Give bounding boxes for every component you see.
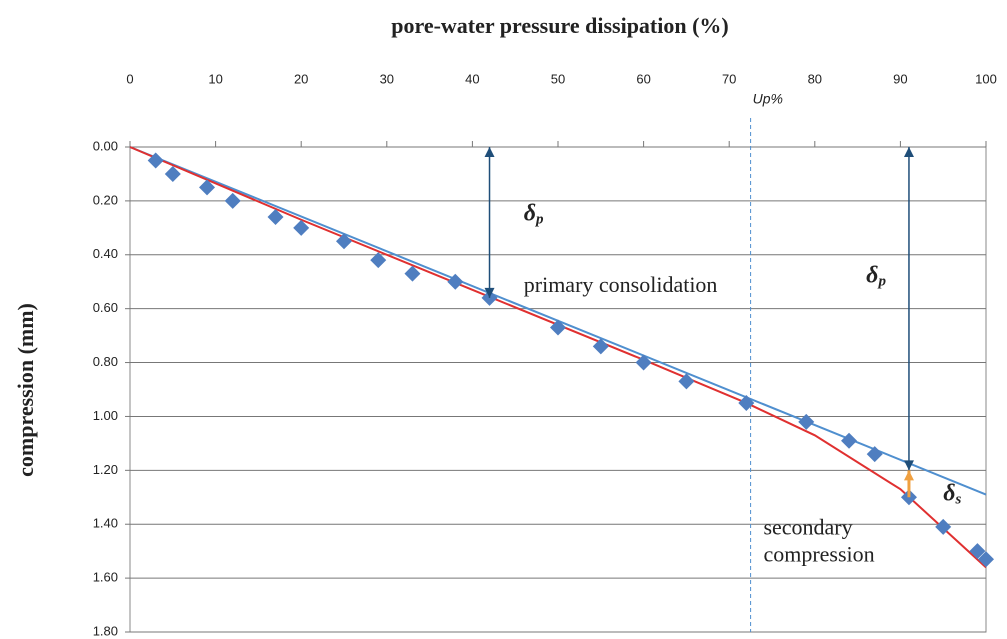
x-tick-label: 40 xyxy=(465,71,479,86)
x-tick-label: 100 xyxy=(975,71,997,86)
data-point xyxy=(798,413,815,430)
chart-title: pore-water pressure dissipation (%) xyxy=(391,13,729,38)
y-tick-label: 0.80 xyxy=(93,354,118,369)
data-point xyxy=(267,209,284,226)
data-point xyxy=(635,354,652,371)
data-point xyxy=(336,233,352,250)
data-point xyxy=(978,551,994,568)
y-tick-label: 1.80 xyxy=(93,623,118,638)
y-tick-label: 1.00 xyxy=(93,408,118,423)
y-tick-label: 1.20 xyxy=(93,462,118,477)
subscript: p xyxy=(534,212,544,228)
data-point xyxy=(678,373,695,390)
annotation: δs xyxy=(943,480,961,508)
annotation: δp xyxy=(866,262,886,290)
y-tick-label: 0.40 xyxy=(93,246,118,261)
annotation: primary consolidation xyxy=(524,272,718,297)
data-point xyxy=(550,319,566,336)
data-point xyxy=(199,179,216,196)
y-tick-label: 1.40 xyxy=(93,516,118,531)
x-tick-label: 50 xyxy=(551,71,565,86)
arrow-head xyxy=(903,460,914,471)
subscript: s xyxy=(954,492,961,508)
symbol: δ xyxy=(943,480,955,506)
arrow-head xyxy=(903,147,914,157)
annotation: secondary xyxy=(763,515,852,540)
arrow-head xyxy=(903,470,914,481)
symbol: δ xyxy=(866,262,878,288)
x-tick-label: 30 xyxy=(380,71,394,86)
data-point xyxy=(164,165,181,182)
x-tick-label: 10 xyxy=(208,71,222,86)
data-point xyxy=(866,446,883,463)
y-tick-label: 0.00 xyxy=(93,138,118,153)
y-axis-label: compression (mm) xyxy=(13,303,38,477)
data-point xyxy=(404,265,421,282)
data-point xyxy=(969,543,986,560)
x-tick-label: 80 xyxy=(808,71,822,86)
up-label: Up% xyxy=(753,91,783,107)
data-point xyxy=(841,432,858,449)
x-tick-label: 20 xyxy=(294,71,308,86)
data-point xyxy=(147,152,164,169)
x-tick-label: 90 xyxy=(893,71,907,86)
data-point xyxy=(447,273,464,290)
x-tick-label: 60 xyxy=(636,71,650,86)
arrow-head xyxy=(484,287,495,298)
y-tick-label: 0.60 xyxy=(93,300,118,315)
data-point xyxy=(224,192,241,209)
data-point xyxy=(293,219,310,236)
x-tick-label: 0 xyxy=(126,71,133,86)
annotation: compression xyxy=(763,542,874,567)
plot-area xyxy=(129,146,987,633)
data-point xyxy=(738,394,755,411)
y-tick-label: 0.20 xyxy=(93,192,118,207)
data-point xyxy=(370,252,387,269)
symbol: δ xyxy=(524,200,536,226)
subscript: p xyxy=(876,274,886,290)
x-tick-label: 70 xyxy=(722,71,736,86)
arrow-head xyxy=(484,147,495,157)
annotation: δp xyxy=(524,200,544,228)
data-point xyxy=(935,518,952,535)
y-tick-label: 1.60 xyxy=(93,570,118,585)
trend-line xyxy=(129,146,987,569)
data-point xyxy=(592,338,609,355)
